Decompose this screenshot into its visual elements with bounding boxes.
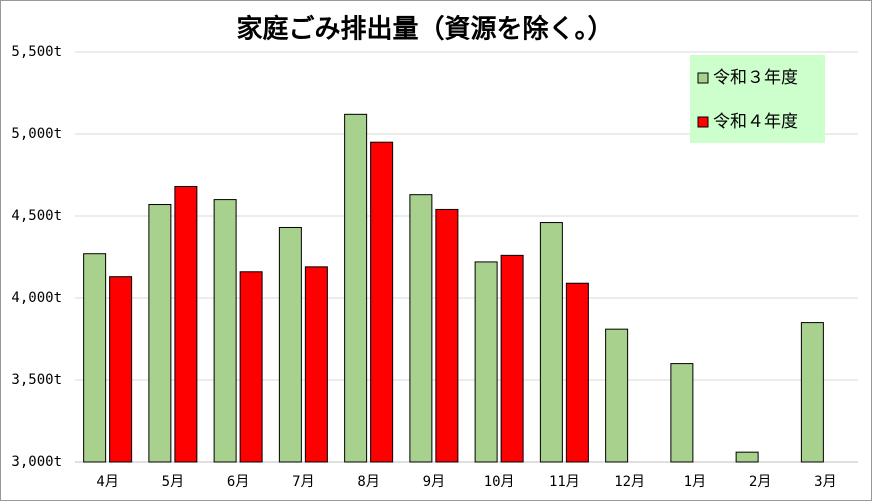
y-tick-label: 3,500t xyxy=(11,372,62,388)
bar xyxy=(435,208,459,463)
legend-box xyxy=(690,55,825,143)
y-tick-label: 4,500t xyxy=(11,208,62,224)
x-tick-label: 7月 xyxy=(292,474,314,490)
x-tick-label: 8月 xyxy=(357,474,379,490)
legend-label: 令和４年度 xyxy=(713,112,798,132)
bar xyxy=(670,363,694,463)
x-tick-label: 12月 xyxy=(614,474,645,490)
bar xyxy=(409,194,433,463)
bar xyxy=(109,276,133,463)
y-tick-label: 4,000t xyxy=(11,290,62,306)
y-tick-label: 5,500t xyxy=(11,44,62,60)
bar xyxy=(735,451,759,463)
bar xyxy=(370,141,394,463)
bar xyxy=(148,204,172,463)
x-tick-label: 6月 xyxy=(227,474,249,490)
bar xyxy=(605,328,629,463)
bar xyxy=(800,322,824,463)
bar xyxy=(539,222,563,463)
x-tick-label: 4月 xyxy=(96,474,118,490)
y-tick-label: 3,000t xyxy=(11,454,62,470)
x-tick-label: 2月 xyxy=(749,474,771,490)
bar xyxy=(474,261,498,463)
bar xyxy=(500,254,524,463)
y-tick-label: 5,000t xyxy=(11,126,62,142)
legend-label: 令和３年度 xyxy=(713,68,798,88)
bar xyxy=(344,113,368,463)
x-tick-label: 11月 xyxy=(549,474,580,490)
x-tick-label: 5月 xyxy=(162,474,184,490)
bar xyxy=(304,266,328,463)
bar xyxy=(213,199,237,463)
bar xyxy=(239,271,263,463)
legend-swatch xyxy=(697,116,709,128)
x-tick-label: 3月 xyxy=(814,474,836,490)
x-tick-label: 10月 xyxy=(484,474,515,490)
bar xyxy=(565,282,589,463)
bar xyxy=(83,253,107,463)
bar xyxy=(278,226,302,463)
bar xyxy=(174,185,198,463)
legend-swatch xyxy=(697,72,709,84)
x-tick-label: 1月 xyxy=(684,474,706,490)
chart-title: 家庭ごみ排出量（資源を除く。） xyxy=(236,14,613,45)
x-tick-label: 9月 xyxy=(423,474,445,490)
